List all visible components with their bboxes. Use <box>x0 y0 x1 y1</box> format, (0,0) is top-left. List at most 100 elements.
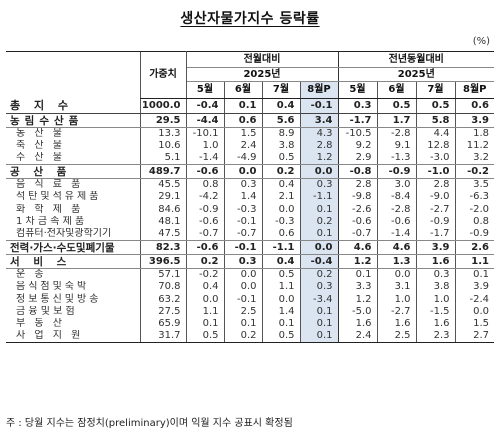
mom-cell: 0.0 <box>299 164 338 180</box>
mom-cell: -4.9 <box>223 152 262 166</box>
yoy-cell: 3.0 <box>376 178 416 192</box>
yoy-header: 전년동월대비 <box>337 51 495 68</box>
mom-cell: -0.3 <box>261 215 300 229</box>
yoy-cell: 1.5 <box>454 318 495 331</box>
mom-cell: 2.4 <box>223 140 262 153</box>
mom-cell: 0.4 <box>261 98 300 114</box>
mom-cell: 0.2 <box>223 330 262 344</box>
mom-cell: 3.4 <box>299 113 338 128</box>
row-label: 서 비 스 <box>6 254 140 270</box>
mom-cell: 3.8 <box>261 140 300 153</box>
yoy-cell: 1.3 <box>376 254 416 270</box>
month-header: 6월 <box>376 81 416 99</box>
yoy-cell: 0.5 <box>415 98 455 114</box>
mom-cell: 0.4 <box>261 254 300 270</box>
yoy-cell: 2.3 <box>415 330 455 344</box>
weight-cell: 29.1 <box>139 191 187 204</box>
table-row: 음식점및숙박 70.8 0.4 0.0 1.1 0.3 3.3 3.1 3.8 3.9 <box>6 281 495 294</box>
table-row: 화 학 제 품 84.6 -0.9 -0.3 0.0 0.1 -2.6 -2.8 -2.7 -2.… <box>6 203 495 216</box>
table-row: 부 동 산 65.9 0.1 0.1 0.1 0.1 1.6 1.6 1.6 1.5 <box>6 318 495 331</box>
mom-cell: -0.6 <box>186 240 224 256</box>
row-label: 수 산 물 <box>6 152 140 166</box>
mom-cell: -3.4 <box>299 293 338 306</box>
yoy-cell: -1.7 <box>337 113 377 128</box>
row-label: 음 식 료 품 <box>16 179 84 191</box>
mom-header: 전월대비 <box>186 51 338 68</box>
yoy-cell: 1.0 <box>376 293 416 306</box>
yoy-cell: -10.5 <box>337 127 377 140</box>
row-label: 부 동 산 <box>16 318 65 330</box>
row-label: 정보통신및방송 <box>16 293 102 305</box>
unit-label: (%) <box>472 36 490 47</box>
mom-cell: 0.3 <box>223 254 262 270</box>
weight-cell: 70.8 <box>139 281 187 294</box>
yoy-cell: 12.8 <box>415 140 455 153</box>
table-body: 총 지 수 1000.0 -0.4 0.1 0.4 -0.1 0.3 0.5 0.5 0.6 농림수… <box>6 98 495 344</box>
yoy-cell: -2.0 <box>454 203 495 216</box>
mom-cell: 0.5 <box>261 152 300 166</box>
yoy-cell: 0.6 <box>454 98 495 114</box>
yoy-cell: -8.4 <box>376 191 416 204</box>
row-label: 금 융 및 보 험 <box>16 305 75 317</box>
month-header: 8월P <box>454 81 495 99</box>
weight-cell: 82.3 <box>139 240 187 256</box>
yoy-cell: -0.8 <box>337 164 377 180</box>
yoy-cell: 1.2 <box>337 254 377 270</box>
mom-cell: 0.0 <box>261 293 300 306</box>
page-title: 생산자물가지수 등락률 <box>180 11 320 27</box>
mom-cell: 0.1 <box>223 318 262 331</box>
table-row: 축 산 물 10.6 1.0 2.4 3.8 2.8 9.2 9.1 12.8 11.2 <box>6 140 495 153</box>
row-label: 컴퓨터·전자및광학기기 <box>6 228 140 242</box>
yoy-cell: 1.6 <box>415 254 455 270</box>
mom-cell: 1.5 <box>223 127 262 140</box>
mom-cell: -0.4 <box>186 98 224 114</box>
table-row: 음 식 료 품 45.5 0.8 0.3 0.4 0.3 2.8 3.0 2.8 3.5 <box>6 178 495 192</box>
footnote: 주 : 당월 지수는 잠정치(preliminary)이며 익월 지수 공표시 … <box>6 418 293 429</box>
mom-cell: 0.1 <box>299 203 338 216</box>
yoy-cell: -1.4 <box>376 228 416 242</box>
table-row: 농 산 물 13.3 -10.1 1.5 8.9 4.3 -10.5 -2.8 4.4 1.8 <box>6 127 495 140</box>
yoy-year-header: 2025년 <box>337 67 495 82</box>
table-row: 금 융 및 보 험 27.5 1.1 2.5 1.4 0.1 -5.0 -2.7 -1.5 0.0 <box>6 305 495 319</box>
table-row: 1 차 금 속 제 품 48.1 -0.6 -0.1 -0.3 0.2 -0.6 -0.6 -0… <box>6 215 495 229</box>
month-header: 5월 <box>337 81 377 99</box>
table-row: 수 산 물 5.1 -1.4 -4.9 0.5 1.2 2.9 -1.3 -3.0 3.2 <box>6 152 495 166</box>
yoy-cell: 1.6 <box>376 318 416 331</box>
month-header: 5월 <box>186 81 224 99</box>
yoy-cell: 9.1 <box>376 140 416 153</box>
yoy-cell: 0.1 <box>337 268 377 282</box>
mom-cell: 0.0 <box>261 203 300 216</box>
row-label: 축 산 물 <box>16 140 65 152</box>
weight-cell: 84.6 <box>139 203 187 216</box>
table-row: 석탄및석유제품 29.1 -4.2 1.4 2.1 -1.1 -9.8 -8.4 -9.0 -6.… <box>6 191 495 204</box>
mom-cell: 1.4 <box>261 305 300 319</box>
mom-cell: 1.0 <box>202 140 219 152</box>
yoy-cell: 2.8 <box>337 178 377 192</box>
mom-cell: 0.6 <box>261 228 300 242</box>
mom-cell: 0.4 <box>261 178 300 192</box>
yoy-cell: 1.2 <box>337 293 377 306</box>
table-row-major: 농림수산품 29.5 -4.4 0.6 5.6 3.4 -1.7 1.7 5.8 3.9 <box>6 113 495 128</box>
ppi-table: 가중치 전월대비 전년동월대비 2025년 2025년 5월 6월 7월 8월P… <box>6 51 495 344</box>
yoy-cell: 2.9 <box>337 152 377 166</box>
mom-cell: 0.1 <box>261 318 300 331</box>
yoy-cell: 2.5 <box>376 330 416 344</box>
yoy-cell: -1.7 <box>415 228 455 242</box>
yoy-cell: 2.8 <box>415 178 455 192</box>
month-header: 6월 <box>223 81 262 99</box>
yoy-cell: 1.8 <box>454 127 495 140</box>
mom-cell: 0.1 <box>299 330 338 344</box>
yoy-cell: 1.1 <box>454 254 495 270</box>
yoy-cell: 2.7 <box>454 330 495 344</box>
weight-cell: 31.7 <box>139 330 187 344</box>
mom-cell: 0.1 <box>299 305 338 319</box>
mom-cell: 0.0 <box>202 293 219 305</box>
mom-cell: -0.4 <box>299 254 338 270</box>
mom-cell: -1.1 <box>261 240 300 256</box>
yoy-cell: 3.2 <box>454 152 495 166</box>
yoy-cell: -0.2 <box>454 164 495 180</box>
mom-cell: -0.2 <box>198 269 219 281</box>
row-label: 전력·가스·수도및폐기물 <box>6 240 140 256</box>
yoy-cell: 3.1 <box>376 281 416 294</box>
mom-cell: -0.7 <box>223 228 262 242</box>
